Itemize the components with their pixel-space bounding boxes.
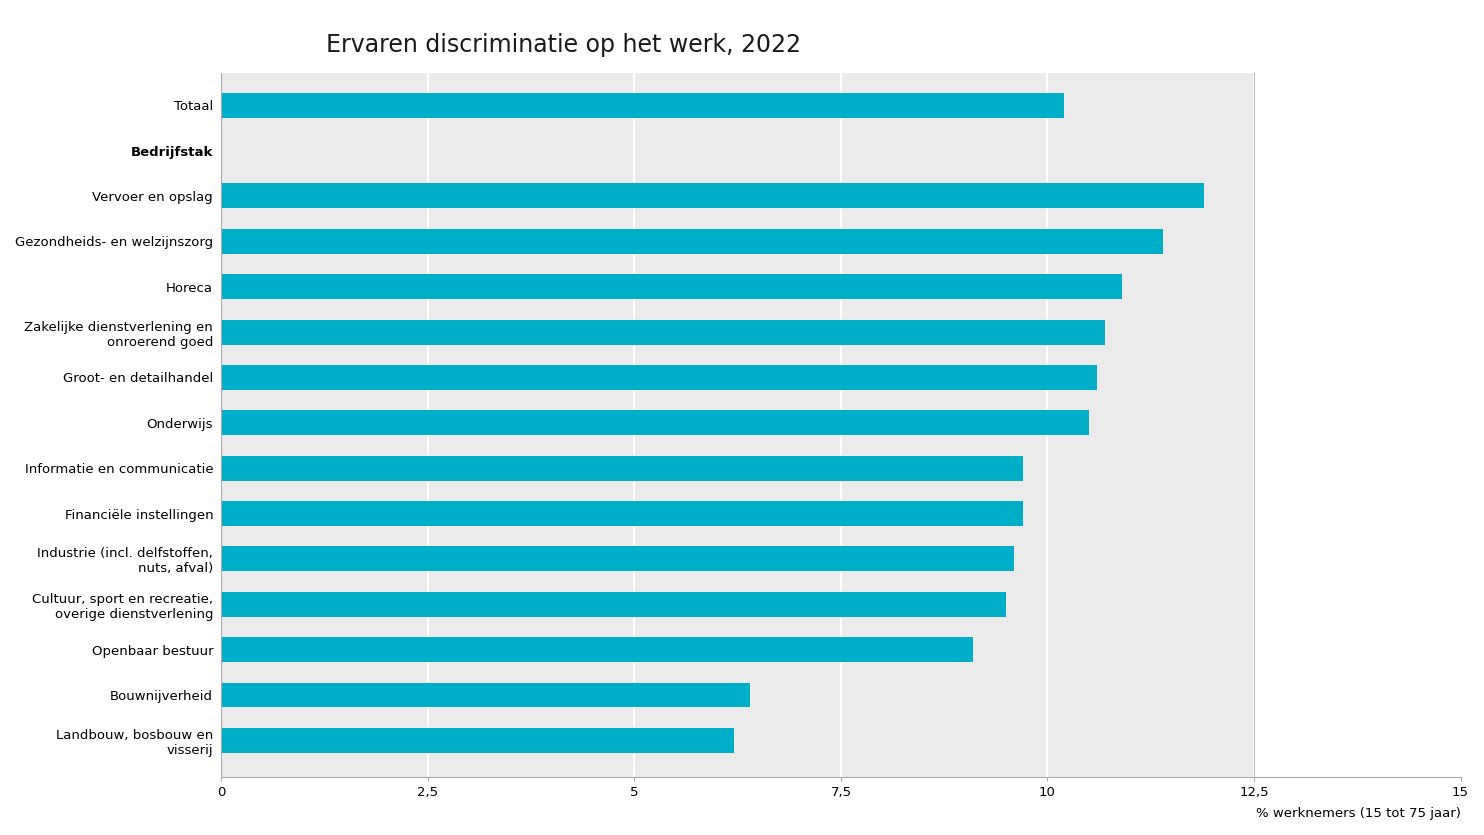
Text: Ervaren discriminatie op het werk, 2022: Ervaren discriminatie op het werk, 2022: [326, 33, 801, 58]
X-axis label: % werknemers (15 tot 75 jaar): % werknemers (15 tot 75 jaar): [1255, 807, 1460, 820]
Bar: [221, 365, 1097, 390]
Bar: [221, 93, 1064, 118]
Bar: [221, 546, 1015, 571]
Bar: [221, 456, 1022, 481]
Bar: [221, 274, 1122, 299]
Bar: [221, 501, 1022, 526]
Bar: [221, 592, 1006, 617]
Bar: [221, 410, 1089, 435]
Bar: [221, 682, 749, 707]
Bar: [221, 637, 974, 662]
Bar: [221, 229, 1163, 254]
Bar: [1254, 73, 1460, 777]
Bar: [221, 728, 733, 753]
Bar: [221, 320, 1106, 345]
Bar: [221, 184, 1205, 209]
